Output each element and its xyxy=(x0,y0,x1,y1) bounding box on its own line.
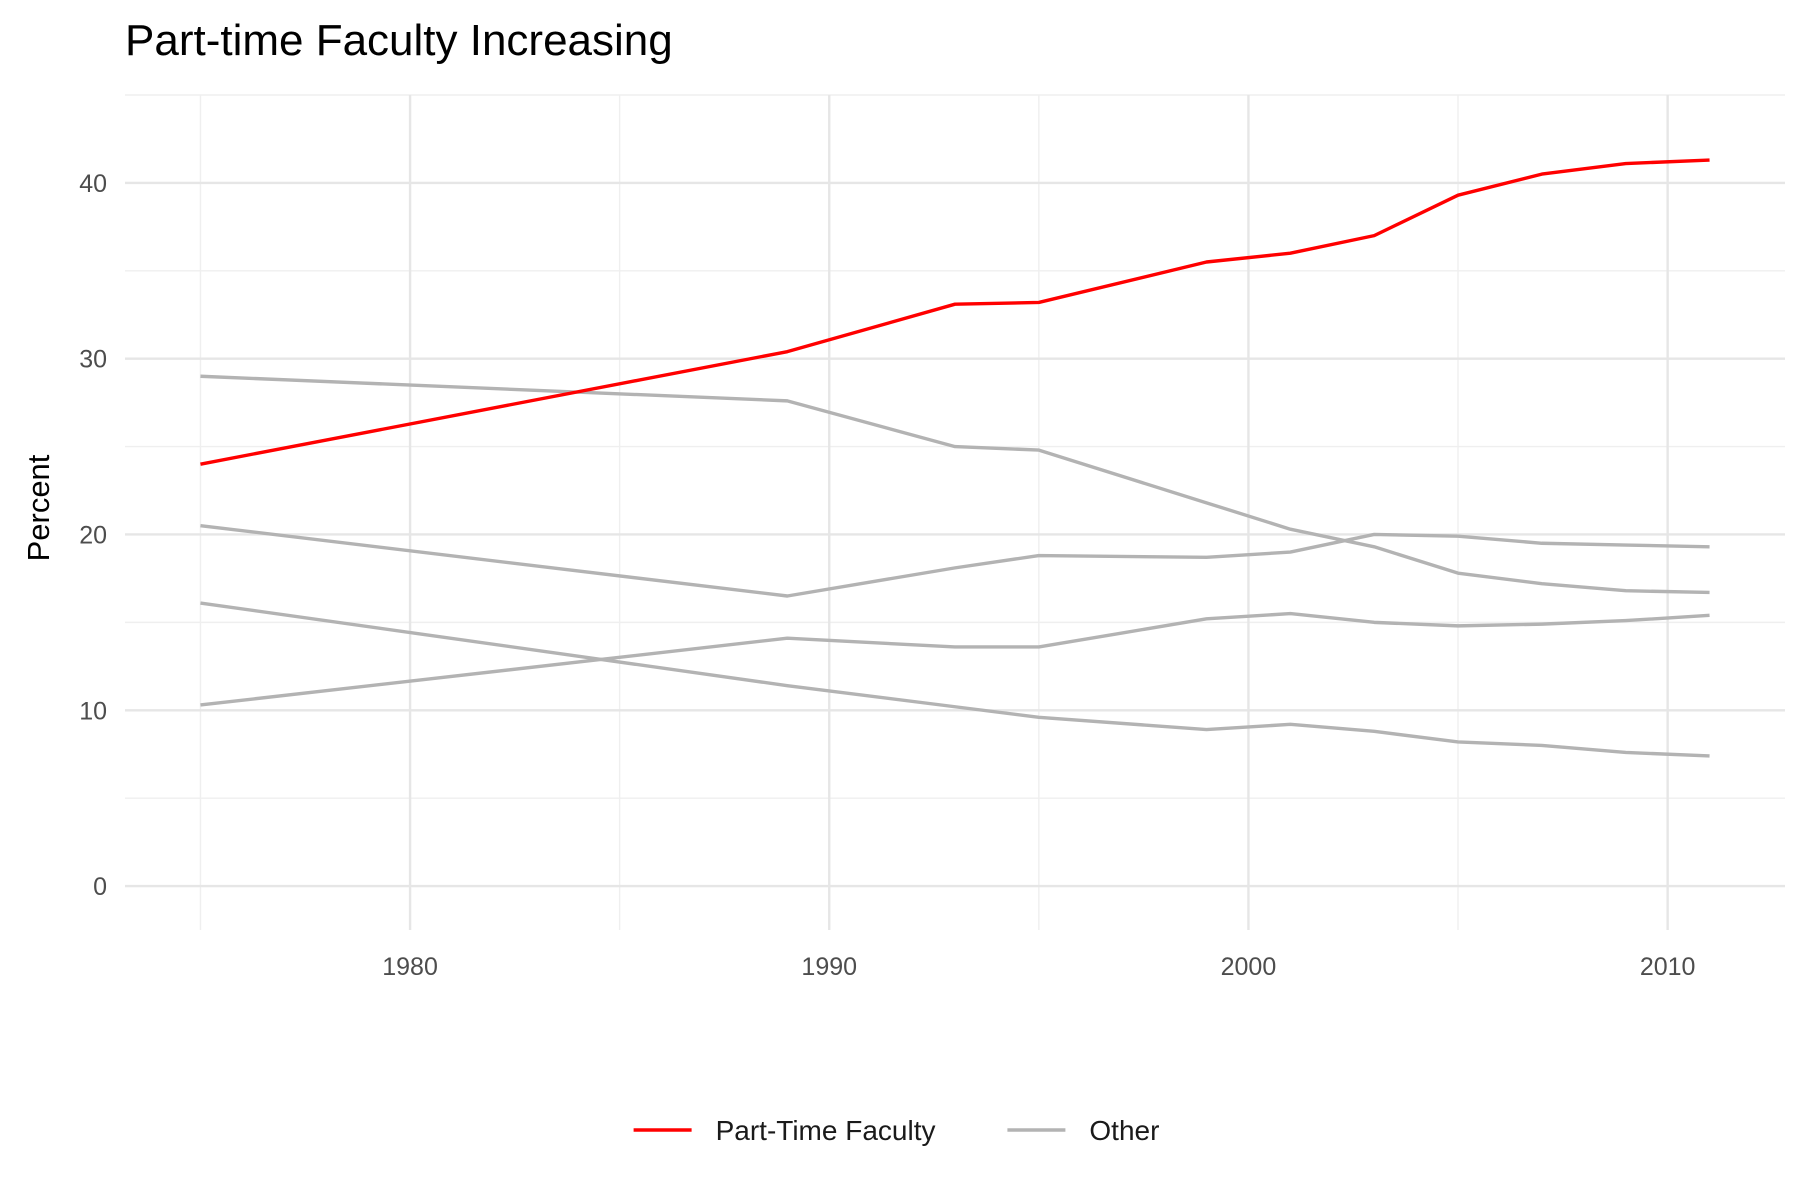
x-tick-label: 2000 xyxy=(1221,953,1277,981)
y-tick-label: 10 xyxy=(79,697,107,725)
series-line-part-time-faculty-0 xyxy=(200,158,1710,466)
legend-label-part-time-faculty: Part-Time Faculty xyxy=(716,1115,936,1146)
series-line-other-1 xyxy=(200,374,1710,595)
x-tick-label: 1990 xyxy=(801,953,857,981)
legend-label-other: Other xyxy=(1089,1115,1159,1146)
grid xyxy=(125,94,1785,930)
series-line-other-3 xyxy=(200,611,1710,707)
x-tick-label: 1980 xyxy=(382,953,438,981)
tick-labels: 1980 1990 2000 2010 0 10 20 30 40 xyxy=(79,170,1695,981)
series-line-other-2 xyxy=(200,523,1710,598)
series-lines xyxy=(200,158,1710,758)
x-tick-label: 2010 xyxy=(1640,953,1696,981)
legend: Part-Time Faculty Other xyxy=(633,1115,1159,1146)
y-tick-label: 20 xyxy=(79,521,107,549)
chart-title: Part-time Faculty Increasing xyxy=(125,16,673,65)
y-tick-label: 40 xyxy=(79,170,107,198)
y-tick-label: 30 xyxy=(79,346,107,374)
y-tick-label: 0 xyxy=(93,873,107,901)
series-line-other-4 xyxy=(200,601,1710,758)
y-axis-title: Percent xyxy=(21,454,56,561)
